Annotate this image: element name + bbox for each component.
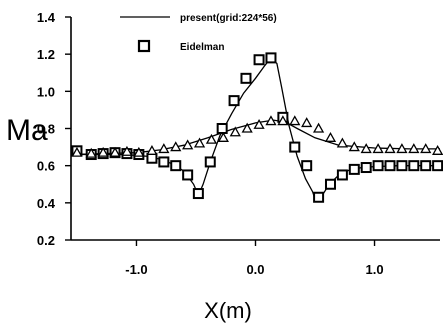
triangle-point	[158, 143, 170, 154]
triangle-point	[312, 122, 325, 133]
triangle-point	[432, 144, 443, 155]
triangle-point	[229, 126, 241, 137]
triangle-point	[205, 133, 218, 144]
eidelman-square-point	[182, 169, 194, 181]
triangle-point	[170, 141, 182, 152]
triangle-point	[396, 143, 408, 154]
triangle-point	[336, 137, 349, 148]
eidelman-square-point	[384, 160, 396, 172]
triangle-point	[324, 131, 337, 142]
legend-square-swatch	[137, 39, 151, 53]
eidelman-square-point	[158, 156, 170, 168]
legend: present(grid:224*56) Eidelman	[120, 13, 277, 53]
eidelman-square-point	[396, 160, 408, 172]
triangle-point	[217, 131, 229, 142]
y-tick-label: 0.6	[37, 159, 55, 174]
triangle-point	[133, 146, 145, 157]
eidelman-square-point	[348, 163, 360, 175]
y-axis-label: Ma	[6, 114, 48, 147]
legend-label-eidelman: Eidelman	[180, 42, 224, 53]
series-line-lower	[71, 56, 440, 202]
triangle-point	[277, 115, 289, 126]
x-axis-label: X(m)	[204, 298, 252, 323]
triangle-point	[253, 118, 265, 129]
triangle-point	[146, 144, 158, 155]
triangle-point	[71, 146, 83, 157]
eidelman-square-point	[228, 95, 240, 107]
eidelman-square-point	[146, 152, 158, 164]
eidelman-square-point	[192, 188, 204, 200]
eidelman-square-point	[313, 191, 325, 203]
eidelman-square-point	[204, 156, 216, 168]
triangle-point	[265, 115, 277, 126]
y-tick-label: 0.4	[37, 196, 56, 211]
triangle-point	[384, 143, 396, 154]
triangle-point	[372, 143, 384, 154]
triangle-point	[241, 122, 253, 133]
eidelman-square-point	[360, 162, 372, 174]
triangle-point	[408, 143, 420, 154]
x-axis-ticks: -1.0 0.0 1.0	[125, 240, 384, 277]
triangle-point	[301, 117, 313, 128]
x-tick-label: 0.0	[246, 262, 264, 277]
triangle-point	[121, 145, 133, 156]
triangle-point	[360, 143, 372, 154]
triangle-point	[348, 141, 360, 152]
eidelman-square-point	[301, 160, 313, 172]
y-tick-label: 1.0	[37, 84, 55, 99]
eidelman-square-point	[240, 72, 252, 84]
eidelman-square-point	[253, 54, 265, 66]
eidelman-square-point	[216, 123, 228, 134]
eidelman-square-point	[289, 141, 301, 153]
x-tick-label: 1.0	[365, 262, 383, 277]
eidelman-square-point	[432, 160, 443, 172]
legend-label-present: present(grid:224*56)	[180, 13, 277, 24]
y-axis-ticks: 0.2 0.4 0.6 0.8 1.0 1.2 1.4	[37, 10, 71, 248]
eidelman-square-point	[372, 160, 384, 172]
triangle-point	[85, 147, 97, 158]
triangle-point	[182, 139, 194, 150]
eidelman-square-point	[408, 160, 420, 172]
y-tick-label: 1.2	[37, 47, 55, 62]
series-layer	[70, 52, 443, 203]
triangle-point	[289, 115, 301, 126]
x-tick-label: -1.0	[125, 262, 147, 277]
y-tick-label: 0.2	[37, 233, 55, 248]
eidelman-square-point	[265, 52, 277, 64]
eidelman-square-point	[420, 160, 432, 172]
eidelman-square-point	[336, 169, 348, 181]
y-tick-label: 0.8	[37, 122, 55, 137]
triangle-point	[420, 143, 432, 154]
y-tick-label: 1.4	[37, 10, 56, 25]
eidelman-square-point	[324, 178, 336, 190]
triangle-point	[193, 137, 206, 148]
eidelman-square-point	[170, 160, 182, 172]
triangle-point	[97, 146, 109, 157]
triangle-point	[109, 146, 121, 157]
